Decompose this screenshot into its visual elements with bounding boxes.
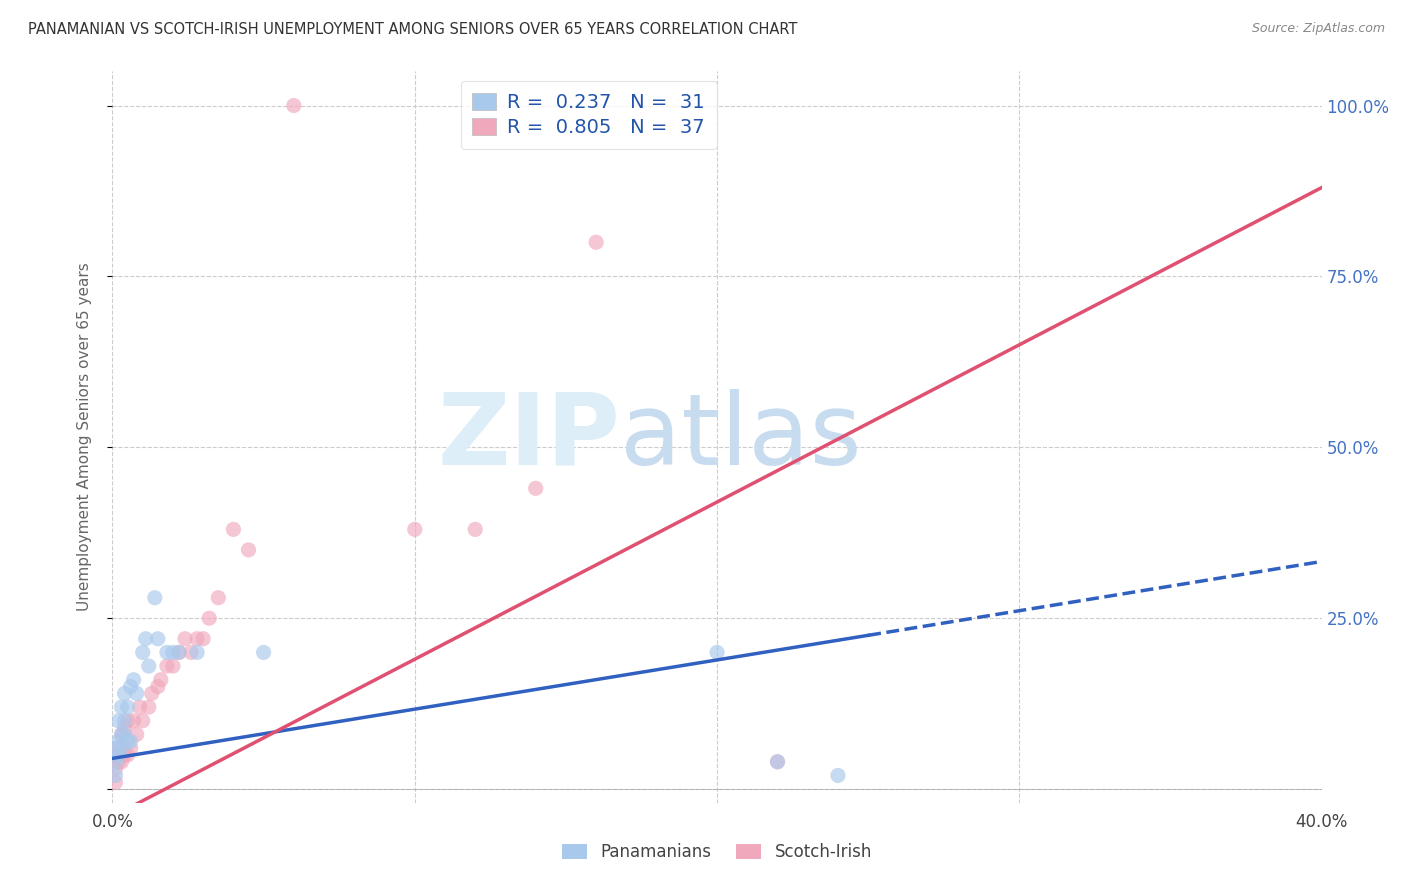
Text: Source: ZipAtlas.com: Source: ZipAtlas.com (1251, 22, 1385, 36)
Point (766, 755, 789, 769)
Point (120, 741, 142, 756)
Point (104, 762, 127, 776)
Point (156, 645, 179, 659)
Point (107, 714, 129, 728)
Point (186, 632, 208, 646)
Point (122, 673, 145, 687)
Point (122, 714, 145, 728)
Point (180, 645, 202, 659)
Point (125, 686, 148, 700)
Point (524, 481, 547, 495)
Point (222, 522, 245, 536)
Point (107, 755, 129, 769)
Point (104, 775, 127, 789)
Point (110, 700, 132, 714)
Point (198, 611, 221, 625)
Point (107, 734, 129, 748)
Point (120, 734, 142, 748)
Point (174, 632, 197, 646)
Point (146, 680, 169, 694)
Point (114, 747, 136, 762)
Point (125, 727, 148, 741)
Point (104, 741, 127, 756)
Point (132, 714, 155, 728)
Point (186, 645, 208, 659)
Point (117, 734, 139, 748)
Point (117, 747, 139, 762)
Point (117, 714, 139, 728)
Point (167, 645, 190, 659)
Point (110, 727, 132, 741)
Point (110, 741, 132, 756)
Point (104, 747, 127, 762)
Text: PANAMANIAN VS SCOTCH-IRISH UNEMPLOYMENT AMONG SENIORS OVER 65 YEARS CORRELATION : PANAMANIAN VS SCOTCH-IRISH UNEMPLOYMENT … (28, 22, 797, 37)
Point (162, 659, 184, 673)
Point (146, 632, 169, 646)
Point (138, 700, 160, 714)
Point (114, 721, 136, 735)
Point (253, 645, 276, 659)
Point (128, 700, 150, 714)
Y-axis label: Unemployment Among Seniors over 65 years: Unemployment Among Seniors over 65 years (77, 263, 91, 611)
Point (404, 522, 426, 536)
Point (766, 755, 789, 769)
Legend: Panamanians, Scotch-Irish: Panamanians, Scotch-Irish (555, 837, 879, 868)
Point (167, 645, 190, 659)
Point (104, 768, 127, 782)
Point (706, 645, 728, 659)
Point (827, 768, 849, 782)
Point (110, 755, 132, 769)
Point (141, 686, 163, 700)
Point (114, 727, 136, 741)
Point (120, 680, 142, 694)
Point (143, 591, 166, 605)
Point (110, 727, 132, 741)
Text: ZIP: ZIP (437, 389, 620, 485)
Point (585, 235, 607, 250)
Text: atlas: atlas (620, 389, 862, 485)
Point (283, 98, 305, 112)
Point (107, 747, 129, 762)
Point (149, 673, 172, 687)
Point (114, 686, 136, 700)
Point (138, 659, 160, 673)
Point (464, 522, 486, 536)
Point (132, 645, 155, 659)
Point (117, 700, 139, 714)
Point (104, 755, 127, 769)
Point (162, 645, 184, 659)
Point (114, 714, 136, 728)
Point (156, 659, 179, 673)
Point (207, 591, 229, 605)
Point (238, 542, 260, 557)
Point (107, 741, 129, 756)
Point (135, 632, 157, 646)
Point (191, 632, 214, 646)
